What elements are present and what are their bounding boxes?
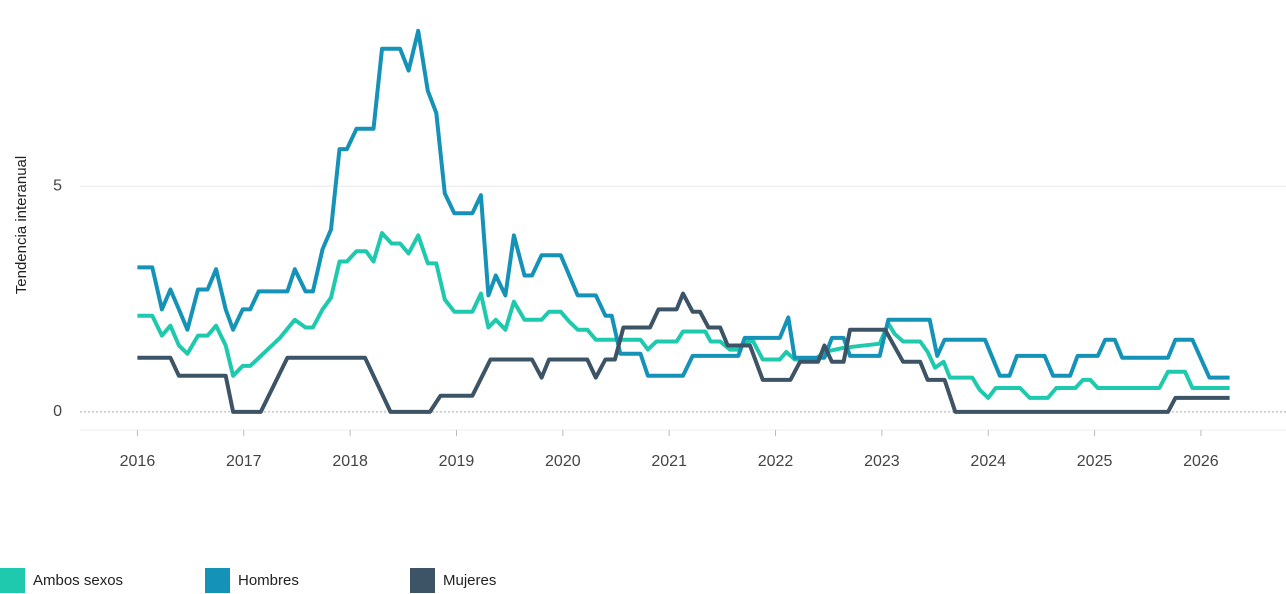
legend-item: Mujeres [410,568,615,593]
chart: Tendencia interanual 0 5 2016 2017 2018 2019 2… [13,28,1286,470]
legend-label: Hombres [238,572,299,589]
legend-swatch [205,568,230,593]
x-tick-label: 2024 [970,453,1006,470]
series-line [137,231,1230,400]
series-line [137,291,1230,414]
legend-item: Hombres [205,568,410,593]
x-tick-label: 2021 [651,453,687,470]
x-tick-label: 2023 [864,453,900,470]
legend-item: Ambos sexos [0,568,205,593]
x-tick-label: 2018 [332,453,368,470]
x-tick-label: 2020 [545,453,581,470]
x-tick-label: 2017 [226,453,262,470]
legend-label: Mujeres [443,572,497,589]
x-tick-label: 2022 [758,453,794,470]
y-tick-label: 0 [53,403,62,420]
x-tick-label: 2025 [1077,453,1113,470]
y-tick-label: 5 [53,177,62,194]
x-tick-label: 2026 [1183,453,1219,470]
legend-swatch [410,568,435,593]
legend-swatch [0,568,25,593]
x-tick-label: 2019 [439,453,475,470]
legend: Ambos sexos Hombres Mujeres [0,568,615,593]
y-axis-label: Tendencia interanual [13,156,30,294]
x-tick-label: 2016 [120,453,156,470]
series-line [137,28,1230,380]
legend-label: Ambos sexos [33,572,124,589]
